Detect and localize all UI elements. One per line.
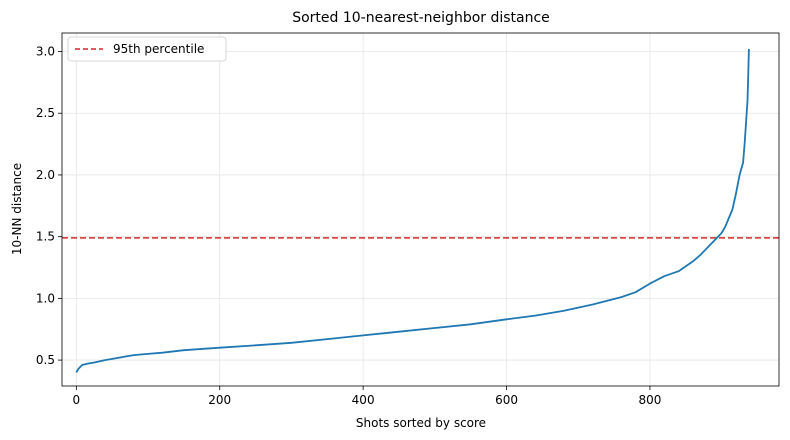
x-tick-label: 800 xyxy=(638,393,661,407)
legend-entry-95th-percentile: 95th percentile xyxy=(113,42,204,56)
y-tick-label: 1.0 xyxy=(36,291,55,305)
x-tick-label: 200 xyxy=(208,393,231,407)
series-layer xyxy=(75,48,750,373)
y-axis-label: 10-NN distance xyxy=(10,163,24,255)
plot-frame xyxy=(61,32,780,387)
series-line-0 xyxy=(75,48,750,373)
y-tick-label: 1.5 xyxy=(36,230,55,244)
y-tick-label: 0.5 xyxy=(36,353,55,367)
legend-box xyxy=(67,36,227,62)
y-tick-label: 2.0 xyxy=(36,168,55,182)
y-tick-label: 3.0 xyxy=(36,45,55,59)
x-tick-label: 400 xyxy=(352,393,375,407)
grid xyxy=(62,33,779,386)
chart-title: Sorted 10-nearest-neighbor distance xyxy=(292,10,550,26)
axis-ticks: 0 200 400 600 800 0.5 1.0 1.5 2.0 2.5 3.0 xyxy=(36,45,661,407)
x-tick-label: 0 xyxy=(73,393,81,407)
y-tick-label: 2.5 xyxy=(36,106,55,120)
x-axis-label: Shots sorted by score xyxy=(356,416,486,430)
x-tick-label: 600 xyxy=(495,393,518,407)
legend: 95th percentile xyxy=(67,36,227,62)
